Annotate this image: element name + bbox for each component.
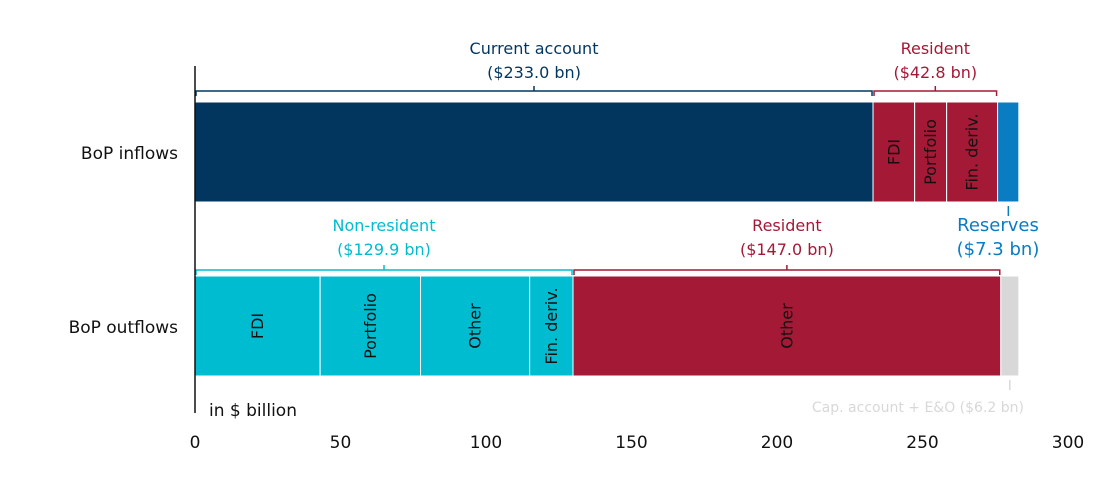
unit-note: in $ billion (209, 401, 297, 421)
segment-label: Other (466, 303, 485, 349)
x-tick-label: 150 (615, 433, 647, 453)
bracket-amount: ($42.8 bn) (893, 63, 977, 82)
x-tick-label: 250 (906, 433, 938, 453)
segment-label: Portfolio (361, 293, 380, 359)
x-tick-label: 200 (761, 433, 793, 453)
bracket (873, 86, 998, 96)
rows-layer: BoP inflows FDI Portfolio Fin. deriv. Curren… (69, 39, 1040, 416)
bar-segment (914, 101, 948, 203)
bar-segment (872, 101, 916, 203)
row-label: BoP outflows (69, 318, 179, 338)
segment-label: Portfolio (921, 119, 940, 185)
x-tick-label: 50 (330, 433, 352, 453)
x-axis: 0 50 100 150 200 250 300 (190, 66, 1084, 453)
bracket-amount: ($129.9 bn) (337, 240, 431, 259)
bar-segment (1000, 275, 1020, 377)
x-tick-label: 300 (1052, 433, 1084, 453)
bracket (573, 265, 1001, 275)
bracket-title: Current account (470, 39, 599, 58)
callout-title: Cap. account + E&O ($6.2 bn) (812, 400, 1024, 416)
bar-segment (572, 275, 1002, 377)
bracket-amount: ($147.0 bn) (740, 240, 834, 259)
bracket (195, 265, 573, 275)
segment-label: FDI (248, 313, 267, 339)
callout-amount: ($7.3 bn) (957, 239, 1040, 260)
x-tick-label: 0 (190, 433, 201, 453)
bar-segment (420, 275, 531, 377)
row-bop-inflows: BoP inflows FDI Portfolio Fin. deriv. Curren… (81, 39, 1039, 260)
bar-segment (997, 101, 1020, 203)
bar-segment (946, 101, 999, 203)
segment-label: Fin. deriv. (963, 113, 982, 190)
bar-segment (194, 101, 874, 203)
bracket-title: Non-resident (333, 216, 436, 235)
bracket-title: Resident (752, 216, 821, 235)
bracket (195, 86, 873, 96)
segment-label: FDI (884, 139, 903, 165)
bracket-title: Resident (901, 39, 970, 58)
bracket-amount: ($233.0 bn) (487, 63, 581, 82)
row-label: BoP inflows (81, 144, 178, 164)
x-tick-label: 100 (470, 433, 502, 453)
segment-label: Other (777, 303, 796, 349)
callout-title: Reserves (957, 215, 1039, 236)
segment-label: Fin. deriv. (542, 287, 561, 364)
row-bop-outflows: BoP outflows FDI Portfolio Other Fin. deriv.… (69, 216, 1024, 416)
